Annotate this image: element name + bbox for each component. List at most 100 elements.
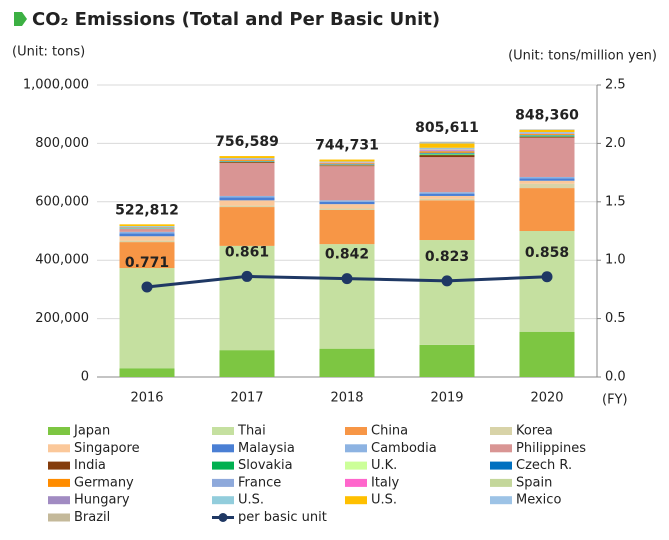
bar-segment	[519, 331, 575, 377]
bar-segment	[319, 164, 375, 165]
bar-segment	[519, 176, 575, 179]
bar-segment	[119, 231, 175, 234]
legend-label: Cambodia	[371, 441, 437, 456]
y-tick-label: 800,000	[35, 136, 89, 151]
total-label: 522,812	[115, 202, 179, 218]
bar-segment	[219, 195, 275, 198]
total-label: 848,360	[515, 107, 579, 123]
bar-segment	[419, 157, 475, 193]
legend-label: China	[371, 424, 408, 439]
y-tick-label: 1,000,000	[23, 78, 89, 93]
bar-segment	[119, 228, 175, 229]
bar-segment	[519, 133, 575, 135]
bar-segment	[219, 245, 275, 351]
bar-segment	[219, 162, 275, 196]
legend-swatch	[212, 461, 234, 470]
x-tick-label: 2016	[130, 391, 163, 406]
legend-swatch	[212, 496, 234, 505]
bar-segment	[219, 159, 275, 161]
line-point	[341, 273, 353, 285]
legend-swatch	[48, 444, 70, 453]
y2-tick-label: 1.5	[605, 194, 626, 209]
bar-segment	[419, 154, 475, 156]
line-value-label: 0.823	[425, 249, 469, 265]
title-marker	[14, 12, 27, 26]
legend-label: Czech R.	[516, 458, 572, 473]
legend-swatch	[48, 461, 70, 470]
legend-label: Germany	[74, 475, 134, 490]
y2-tick-label: 2.5	[605, 78, 626, 93]
legend-label: Spain	[516, 475, 552, 490]
legend-label: Brazil	[74, 510, 110, 525]
bar-segment	[319, 163, 375, 165]
bar-segment	[419, 200, 475, 241]
bar-segment	[219, 205, 275, 208]
legend-swatch	[345, 461, 367, 470]
bar-segment	[119, 233, 175, 237]
legend-swatch	[212, 478, 234, 487]
legend-swatch	[345, 427, 367, 435]
legend-label: Hungary	[74, 493, 130, 508]
bar-segment	[419, 152, 475, 154]
bar-segment	[319, 201, 375, 205]
bar-segment	[319, 200, 375, 202]
bar-segment	[519, 188, 575, 231]
x-tick-label: 2017	[230, 391, 263, 406]
legend-swatch	[345, 478, 367, 487]
bar-segment	[419, 198, 475, 201]
bar-segment	[219, 158, 275, 159]
bar-segment	[219, 197, 275, 201]
legend-swatch	[212, 427, 234, 435]
total-label: 805,611	[415, 120, 479, 136]
legend-label: France	[238, 475, 281, 490]
bar-segment	[419, 344, 475, 377]
bar-segment	[319, 208, 375, 210]
line-point	[541, 271, 553, 283]
bar-segment	[319, 209, 375, 245]
bar-segment	[119, 236, 175, 241]
legend-label: per basic unit	[238, 510, 327, 525]
line-point	[141, 281, 153, 293]
chart-title: CO₂ Emissions (Total and Per Basic Unit)	[32, 9, 440, 30]
bar-segment	[319, 159, 375, 162]
bar-segment	[319, 162, 375, 164]
bar-segment	[519, 129, 575, 133]
legend-swatch	[48, 427, 70, 435]
bar-segment	[419, 141, 475, 143]
bar-segment	[219, 160, 275, 161]
bar-segment	[319, 166, 375, 201]
y2-tick-label: 0.5	[605, 311, 626, 326]
x-axis-unit: (FY)	[602, 393, 628, 408]
bar-segment	[219, 161, 275, 163]
legend-swatch	[48, 513, 70, 522]
line-value-label: 0.861	[225, 244, 269, 260]
x-tick-label: 2020	[530, 391, 563, 406]
bar-segment	[419, 195, 475, 199]
bar-segment	[419, 150, 475, 152]
bar-segment	[519, 180, 575, 184]
legend-label: Slovakia	[238, 458, 293, 473]
line-value-label: 0.771	[125, 255, 169, 271]
legend-swatch	[212, 444, 234, 453]
legend-swatch	[490, 478, 512, 487]
bar-segment	[119, 368, 175, 377]
bar-segment	[419, 143, 475, 148]
bar-segment	[119, 240, 175, 243]
x-tick-label: 2018	[330, 391, 363, 406]
bar-segment	[519, 137, 575, 177]
legend-swatch	[490, 461, 512, 470]
y-tick-label: 0	[81, 370, 89, 385]
bar-segment	[219, 162, 275, 163]
bar-segment	[519, 178, 575, 181]
bar-segment	[419, 149, 475, 151]
line-point	[241, 270, 253, 282]
bar-segment	[419, 240, 475, 345]
x-tick-label: 2019	[430, 391, 463, 406]
total-label: 756,589	[215, 134, 279, 150]
legend-swatch	[345, 496, 367, 505]
bar-segment	[519, 136, 575, 137]
bar-segment	[319, 204, 375, 209]
bar-segment	[219, 350, 275, 377]
bar-segment	[519, 135, 575, 137]
